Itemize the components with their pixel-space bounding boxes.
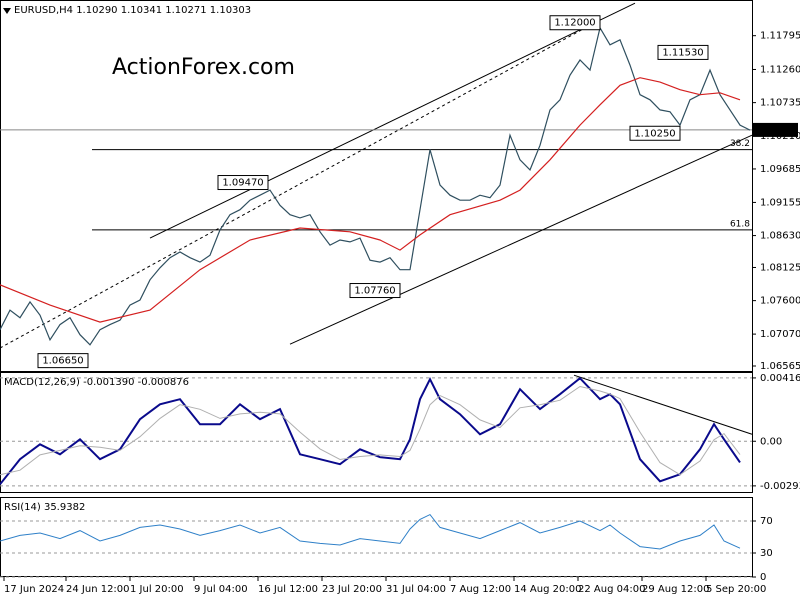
level-label: 1.11530	[662, 47, 703, 58]
level-label: 1.06650	[42, 356, 83, 367]
trend-line	[0, 24, 591, 349]
x-tick-label: 23 Jul 20:00	[322, 584, 382, 595]
fib-label: 61.8	[730, 219, 750, 229]
fib-label: 38.2	[730, 139, 750, 149]
x-tick-label: 14 Aug 20:00	[514, 584, 581, 595]
panel-frame	[0, 497, 753, 577]
series-line	[0, 26, 751, 346]
level-box	[37, 353, 89, 369]
x-tick-label: 31 Jul 04:00	[386, 584, 446, 595]
current-price-label: 1.10303	[755, 125, 796, 136]
y-tick-label: 1.09685	[760, 164, 800, 175]
level-box	[657, 44, 709, 60]
menu-arrow	[3, 8, 11, 14]
level-label: 1.10250	[634, 128, 675, 139]
panel-frame	[0, 372, 753, 493]
level-label: 1.09470	[222, 178, 263, 189]
y-tick-label: 1.09155	[760, 197, 800, 208]
panel-frame	[0, 0, 753, 372]
level-box	[349, 283, 401, 299]
x-tick-label: 29 Aug 12:00	[642, 584, 709, 595]
trend-line	[149, 2, 636, 239]
series-line	[0, 513, 741, 550]
level-box	[629, 125, 681, 141]
x-tick-label: 9 Jul 04:00	[194, 584, 248, 595]
x-tick-label: 24 Jun 12:00	[66, 584, 130, 595]
x-tick-label: 22 Aug 04:00	[578, 584, 645, 595]
current-price-box	[752, 122, 798, 137]
y-tick-label: 30	[760, 548, 773, 559]
series-line	[0, 376, 741, 485]
y-tick-label: 1.07070	[760, 329, 800, 340]
x-tick-label: 17 Jun 2024	[4, 584, 64, 595]
y-tick-label: 1.11795	[760, 31, 800, 42]
y-tick-label: 1.10735	[760, 98, 800, 109]
y-tick-label: 1.06565	[760, 361, 800, 372]
x-tick-label: 5 Sep 20:00	[706, 584, 766, 595]
y-tick-label: 1.08630	[760, 231, 800, 242]
panel-title: RSI(14) 35.9382	[4, 502, 85, 513]
y-tick-label: 0.00	[760, 436, 782, 447]
watermark: ActionForex.com	[112, 55, 295, 80]
panel-title: MACD(12,26,9) -0.001390 -0.000876	[4, 377, 189, 388]
x-tick-label: 1 Jul 20:00	[130, 584, 184, 595]
series-line	[0, 385, 741, 476]
y-tick-label: 1.11260	[760, 64, 800, 75]
level-label: 1.07760	[354, 286, 395, 297]
series-line	[0, 77, 741, 323]
y-tick-label: -0.002932	[760, 481, 800, 492]
y-tick-label: 0	[760, 572, 766, 583]
y-tick-label: 70	[760, 516, 773, 527]
level-label: 1.12000	[554, 18, 595, 29]
trend-line	[573, 374, 753, 435]
y-tick-label: 1.07600	[760, 296, 800, 307]
y-tick-label: 1.08125	[760, 262, 800, 273]
x-tick-label: 16 Jul 12:00	[258, 584, 318, 595]
y-tick-label: 0.004161	[760, 373, 800, 384]
trend-line	[289, 134, 753, 345]
level-box	[549, 15, 601, 31]
x-tick-label: 7 Aug 12:00	[450, 584, 511, 595]
panel-title: EURUSD,H4 1.10290 1.10341 1.10271 1.1030…	[14, 5, 251, 16]
level-box	[217, 175, 269, 191]
